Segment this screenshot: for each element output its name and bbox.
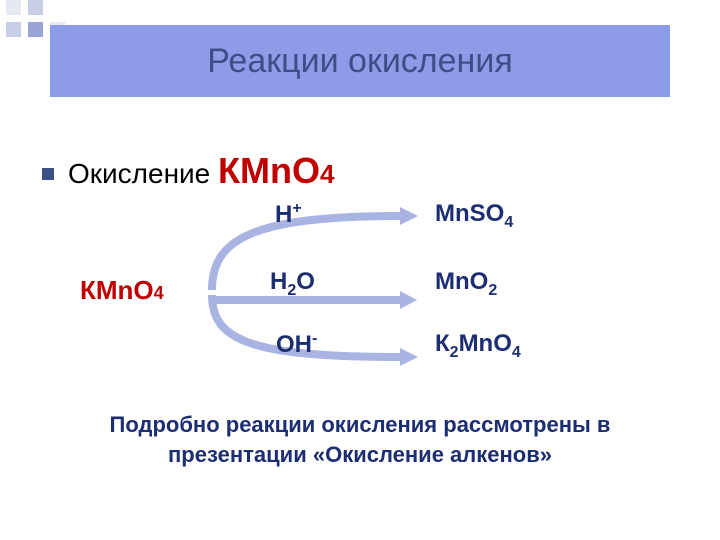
reagent-label: КМnО4: [80, 275, 164, 306]
footnote: Подробно реакции окисления рассмотрены в…: [60, 410, 660, 469]
arrow-up: [210, 210, 420, 295]
slide: Реакции окисления Окисление КМnО4 КМnО4 …: [0, 0, 720, 540]
bullet-text: Окисление КМnО4: [68, 150, 334, 192]
bullet-compound: КМnО4: [218, 150, 334, 191]
bullet-marker: [42, 168, 54, 180]
condition-2: ОН-: [276, 330, 317, 359]
slide-title: Реакции окисления: [50, 25, 670, 97]
decor-square: [28, 22, 43, 37]
decor-square: [6, 22, 21, 37]
product-2: К2МnО4: [435, 330, 521, 362]
bullet-prefix: Окисление: [68, 158, 218, 189]
decor-square: [6, 0, 21, 15]
decor-square: [28, 0, 43, 15]
condition-0: Н+: [275, 200, 302, 229]
product-0: МnSO4: [435, 200, 513, 232]
product-1: МnО2: [435, 268, 497, 300]
reaction-diagram: КМnО4 Н+ Н2О ОН- МnSO4 МnО2 К2МnО4: [80, 200, 640, 390]
condition-1: Н2О: [270, 268, 315, 300]
